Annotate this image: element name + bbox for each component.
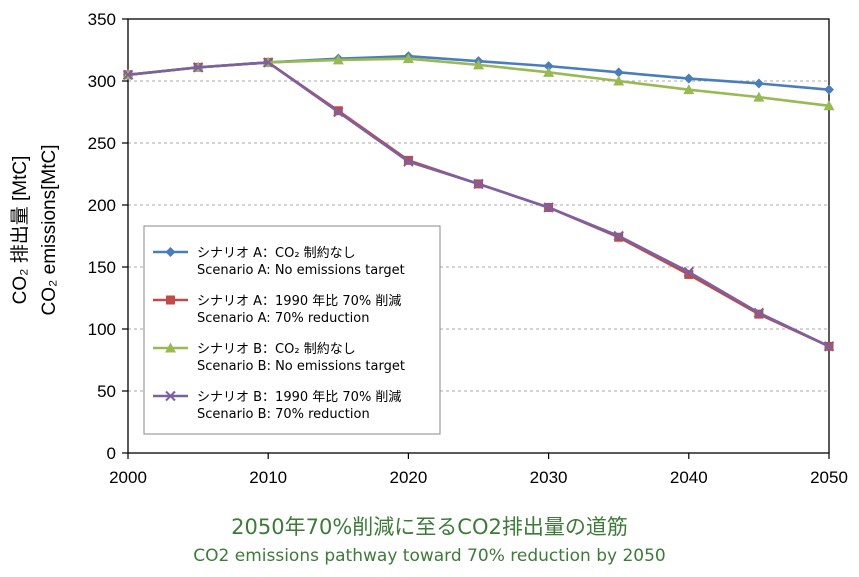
legend-label-en: Scenario B: 70% reduction: [197, 407, 370, 422]
data-point: [192, 62, 204, 73]
y-tick-label: 300: [88, 72, 116, 91]
legend-label-jp: シナリオ B：1990 年比 70% 削減: [197, 389, 401, 405]
data-point: [543, 66, 555, 77]
x-axis-ticks: 2000 2010 2020 2030 2040 2050: [109, 453, 848, 487]
x-tick-label: 2010: [249, 468, 287, 487]
data-point: [543, 202, 554, 213]
data-point: [333, 106, 344, 118]
y-axis-label-jp: CO₂ 排出量 [MtC]: [9, 156, 31, 305]
y-tick-label: 350: [88, 10, 116, 29]
x-tick-label: 2030: [530, 468, 568, 487]
data-point: [332, 54, 344, 65]
data-point: [613, 230, 624, 242]
data-point: [613, 67, 624, 78]
legend-label-jp: シナリオ A：CO₂ 制約なし: [197, 246, 356, 261]
series-1: [123, 51, 834, 95]
data-point: [683, 73, 694, 84]
y-axis-ticks: 0 50 100 150 200 250 300 350: [88, 10, 128, 463]
legend-marker: [166, 295, 175, 305]
data-point: [683, 84, 695, 95]
y-axis-label-en: CO₂ emissions[MtC]: [39, 144, 60, 315]
data-point: [543, 61, 554, 72]
data-point: [122, 69, 134, 81]
y-tick-label: 100: [88, 320, 116, 339]
legend-label-en: Scenario A: No emissions target: [197, 263, 405, 278]
x-tick-label: 2020: [389, 468, 427, 487]
y-tick-label: 150: [88, 258, 116, 277]
data-point: [753, 78, 764, 89]
caption-title-jp: 2050年70%削減に至るCO2排出量の道筋: [231, 515, 628, 539]
data-point: [402, 53, 414, 64]
y-tick-label: 200: [88, 196, 116, 215]
y-tick-label: 0: [107, 444, 116, 463]
data-point: [823, 341, 835, 352]
legend-item: シナリオ B：CO₂ 制約なし Scenario B: No emissions …: [153, 342, 405, 374]
plot-area: [127, 18, 830, 454]
data-point: [683, 266, 695, 278]
x-tick-label: 2040: [670, 468, 708, 487]
data-point: [824, 84, 834, 95]
data-point: [823, 100, 835, 111]
data-point: [753, 91, 765, 102]
legend-marker: [165, 390, 176, 402]
legend-label-jp: シナリオ A：1990 年比 70% 削減: [197, 293, 401, 309]
legend-marker: [165, 247, 176, 257]
data-point: [613, 75, 625, 86]
data-point: [473, 178, 484, 190]
legend-marker: [165, 342, 176, 353]
legend-item: シナリオ A：CO₂ 制約なし Scenario A: No emissions …: [153, 246, 405, 278]
legend-label-en: Scenario A: 70% reduction: [197, 311, 369, 326]
legend-item: シナリオ A：1990 年比 70% 削減 Scenario A: 70% red…: [153, 293, 401, 326]
legend-item: シナリオ B：1990 年比 70% 削減 Scenario B: 70% red…: [153, 389, 401, 422]
data-point: [473, 59, 484, 70]
x-tick-label: 2000: [109, 468, 147, 487]
legend-label-en: Scenario B: No emissions target: [197, 359, 405, 374]
legend: シナリオ A：CO₂ 制約なし Scenario A: No emissions …: [143, 225, 441, 435]
data-point: [262, 57, 274, 68]
x-tick-label: 2050: [810, 468, 848, 487]
caption-title-en: CO2 emissions pathway toward 70% reducti…: [193, 546, 666, 566]
y-tick-label: 250: [88, 134, 116, 153]
series-4: [122, 57, 835, 352]
y-tick-label: 50: [97, 382, 116, 401]
data-point: [684, 269, 694, 279]
data-point: [753, 307, 765, 319]
data-point: [403, 156, 414, 167]
legend-box: [143, 225, 441, 435]
series-layer: [122, 51, 835, 352]
legend-label-jp: シナリオ B：CO₂ 制約なし: [197, 342, 356, 357]
